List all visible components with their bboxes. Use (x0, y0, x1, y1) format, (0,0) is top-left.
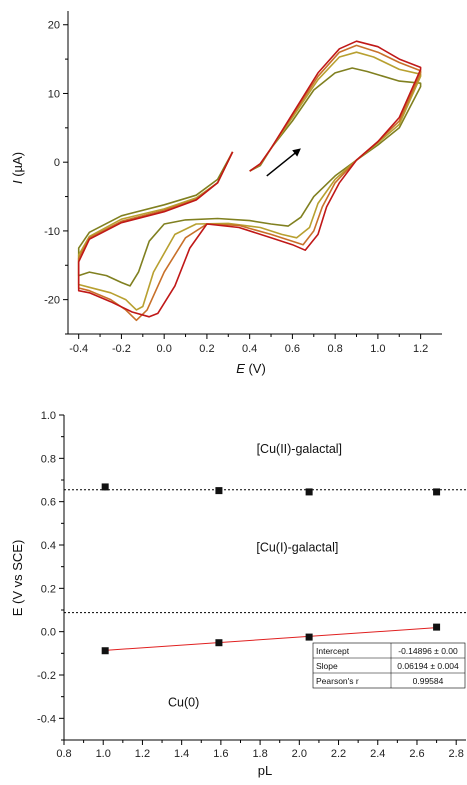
cv-y-tick-label: 10 (48, 88, 60, 100)
cv-x-axis-unit: (V) (245, 361, 266, 376)
pl-y-tick-label: 0.8 (41, 453, 56, 465)
table-cell-value: 0.99584 (413, 676, 444, 686)
cv-y-tick-label: 20 (48, 20, 60, 32)
cv-x-tick-label: 0.6 (285, 343, 300, 355)
table-cell-label: Intercept (316, 646, 350, 656)
pl-y-tick-label: -0.2 (37, 670, 56, 682)
cv-x-axis-label: E (V) (236, 361, 266, 376)
pl-y-tick-label: 0.6 (41, 497, 56, 509)
linear-fit-line (105, 627, 437, 651)
cv-series-curve (77, 44, 422, 322)
pl-x-tick-label: 1.8 (252, 748, 267, 760)
data-point-marker (305, 488, 313, 496)
pl-y-tick-label: 0.4 (41, 540, 56, 552)
table-cell-value: -0.14896 ± 0.00 (398, 646, 458, 656)
table-cell-label: Slope (316, 661, 338, 671)
data-point-marker (305, 633, 313, 641)
pl-y-tick-label: -0.4 (37, 713, 56, 725)
cv-x-tick-label: 1.2 (413, 343, 428, 355)
pl-x-tick-label: 2.2 (331, 748, 346, 760)
data-point-marker (101, 483, 109, 491)
cv-series-curve (77, 40, 422, 318)
pl-y-tick-label: 0.0 (41, 627, 56, 639)
region-label: [Cu(II)-galactal] (257, 442, 342, 456)
scan-direction-arrow (266, 150, 298, 177)
data-point-marker (433, 623, 441, 631)
cv-x-tick-label: 0.8 (327, 343, 342, 355)
scan-direction-arrowhead (292, 148, 301, 157)
cv-x-tick-label: -0.2 (112, 343, 131, 355)
fit-results-table: Intercept -0.14896 ± 0.00 Slope 0.06194 … (312, 642, 466, 689)
pl-x-tick-label: 1.2 (135, 748, 150, 760)
data-point-marker (215, 487, 223, 495)
cv-x-tick-label: -0.4 (69, 343, 88, 355)
cv-y-axis-variable: I (10, 180, 25, 184)
cv-chart: -0.4 -0.2 0.0 0.2 0.4 0.6 0.8 1.0 1.2 -20 -10 0 10 2… (10, 11, 442, 376)
pl-x-tick-label: 1.0 (96, 748, 111, 760)
region-label: [Cu(I)-galactal] (256, 541, 338, 555)
table-cell-label: Pearson's r (316, 676, 359, 686)
pl-x-tick-label: 1.6 (213, 748, 228, 760)
pl-x-tick-label: 0.8 (56, 748, 71, 760)
cv-y-tick-label: -20 (44, 295, 60, 307)
pl-x-tick-label: 2.6 (409, 748, 424, 760)
data-point-marker (101, 647, 109, 655)
table-cell-value: 0.06194 ± 0.004 (397, 661, 459, 671)
pl-x-tick-label: 1.4 (174, 748, 189, 760)
pl-y-tick-label: 0.2 (41, 583, 56, 595)
pl-x-tick-label: 2.4 (370, 748, 385, 760)
cv-series-curve (77, 67, 422, 287)
pl-y-tick-label: 1.0 (41, 410, 56, 422)
cv-y-tick-label: -10 (44, 226, 60, 238)
table-border (312, 642, 466, 689)
data-point-marker (215, 639, 223, 647)
cv-x-tick-label: 1.0 (370, 343, 385, 355)
cv-x-tick-label: 0.2 (199, 343, 214, 355)
pl-x-axis-label: pL (258, 763, 272, 778)
cv-x-axis-variable: E (236, 361, 245, 376)
cv-x-tick-label: 0.4 (242, 343, 257, 355)
pl-x-tick-label: 2.0 (292, 748, 307, 760)
cv-y-axis-label: I (µA) (10, 152, 25, 184)
pl-y-axis-label: E (V vs SCE) (10, 540, 25, 617)
cv-y-tick-label: 0 (54, 157, 60, 169)
pl-x-tick-label: 2.8 (449, 748, 464, 760)
cv-y-axis-unit: (µA) (10, 152, 25, 180)
region-label: Cu(0) (168, 695, 199, 709)
cv-series-curve (77, 51, 422, 311)
data-point-marker (433, 488, 441, 496)
pl-chart: 0.8 1.0 1.2 1.4 1.6 1.8 2.0 2.2 2.4 2.6 2.8 -0.4 -0… (10, 410, 466, 778)
cv-x-tick-label: 0.0 (157, 343, 172, 355)
